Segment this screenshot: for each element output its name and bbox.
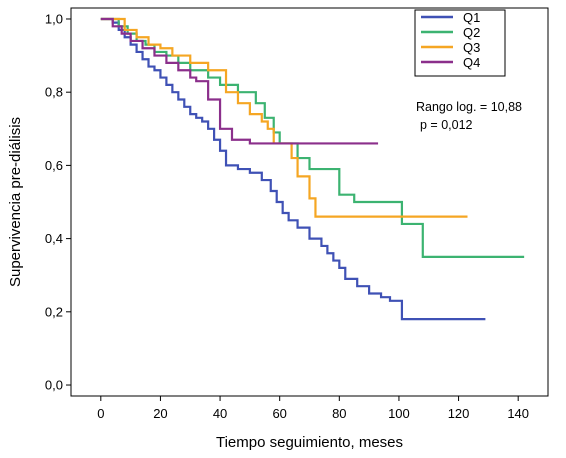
x-tick-label: 60: [272, 406, 286, 421]
series-group: [100, 17, 525, 321]
series-q3-line: [100, 17, 468, 218]
legend-label-q4: Q4: [463, 55, 480, 70]
x-tick-label: 80: [332, 406, 346, 421]
y-tick-label: 1,0: [45, 11, 63, 26]
legend-label-q3: Q3: [463, 40, 480, 55]
series-q4-line: [100, 17, 379, 145]
x-tick-label: 100: [388, 406, 410, 421]
y-axis-ticks: 0,0 0,2 0,4 0,6 0,8 1,0: [45, 11, 71, 393]
y-tick-label: 0,2: [45, 304, 63, 319]
legend-box: [414, 9, 506, 77]
y-tick-label: 0,6: [45, 158, 63, 173]
y-tick-label: 0,8: [45, 85, 63, 100]
y-tick-label: 0,4: [45, 231, 63, 246]
x-tick-label: 120: [448, 406, 470, 421]
log-rank-annotation: Rango log. = 10,88: [416, 100, 522, 114]
x-tick-label: 20: [153, 406, 167, 421]
x-tick-label: 40: [213, 406, 227, 421]
x-axis-title: Tiempo seguimiento, meses: [216, 434, 403, 451]
y-tick-label: 0,0: [45, 378, 63, 393]
y-axis-title: Supervivencia pre-diálisis: [7, 117, 24, 287]
plot-border: [70, 7, 549, 397]
x-tick-label: 140: [507, 406, 529, 421]
p-value-annotation: p = 0,012: [420, 118, 473, 132]
x-axis-ticks: 0 20 40 60 80 100 120 140: [97, 396, 529, 421]
legend-label-q2: Q2: [463, 25, 480, 40]
series-q1-line: [100, 17, 486, 321]
legend-label-q1: Q1: [463, 10, 480, 25]
plot-frame: [70, 7, 549, 397]
x-tick-label: 0: [97, 406, 104, 421]
